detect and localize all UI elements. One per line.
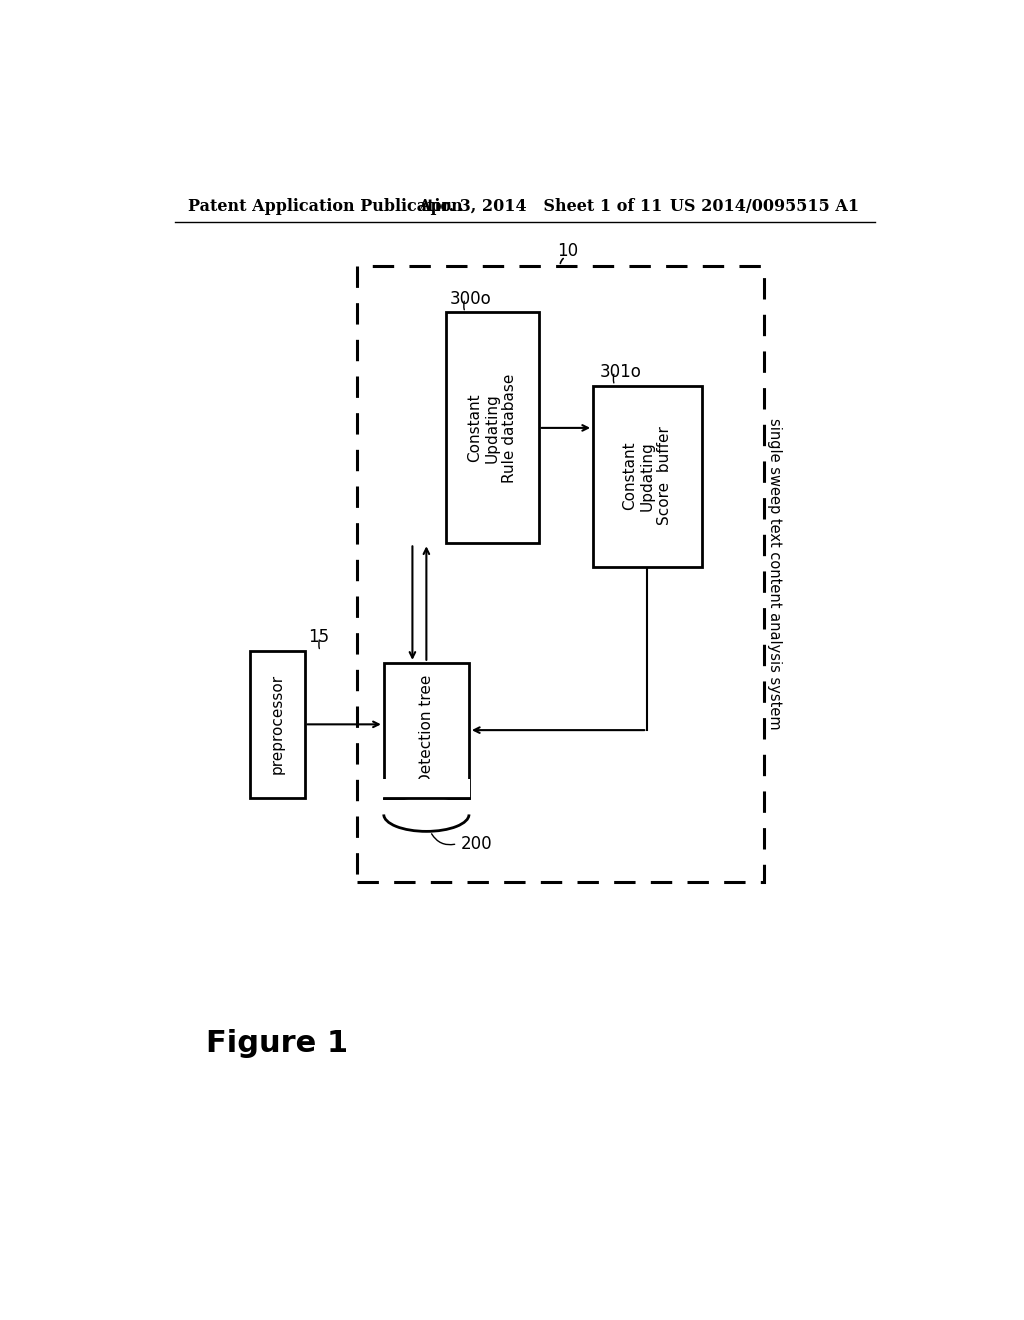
Text: Apr. 3, 2014   Sheet 1 of 11: Apr. 3, 2014 Sheet 1 of 11: [419, 198, 663, 215]
Text: 10: 10: [557, 242, 579, 260]
Bar: [356, 267, 764, 882]
Text: US 2014/0095515 A1: US 2014/0095515 A1: [671, 198, 859, 215]
Text: 15: 15: [308, 628, 330, 647]
Bar: [445, 313, 539, 544]
Bar: [251, 651, 305, 797]
Text: Constant
Updating
Score  buffer: Constant Updating Score buffer: [623, 426, 672, 525]
Ellipse shape: [384, 797, 469, 832]
Text: Figure 1: Figure 1: [206, 1030, 347, 1059]
Text: preprocessor: preprocessor: [270, 675, 285, 775]
Text: 300o: 300o: [450, 289, 492, 308]
Text: 301o: 301o: [599, 363, 641, 380]
Bar: [384, 663, 469, 797]
Text: 200: 200: [461, 834, 493, 853]
Bar: [593, 385, 701, 566]
Text: Patent Application Publication: Patent Application Publication: [188, 198, 463, 215]
Text: Detection tree: Detection tree: [419, 675, 434, 785]
Text: Constant
Updating
Rule database: Constant Updating Rule database: [467, 374, 517, 483]
Bar: [383, 779, 470, 797]
Text: single sweep text content analysis system: single sweep text content analysis syste…: [767, 418, 782, 730]
